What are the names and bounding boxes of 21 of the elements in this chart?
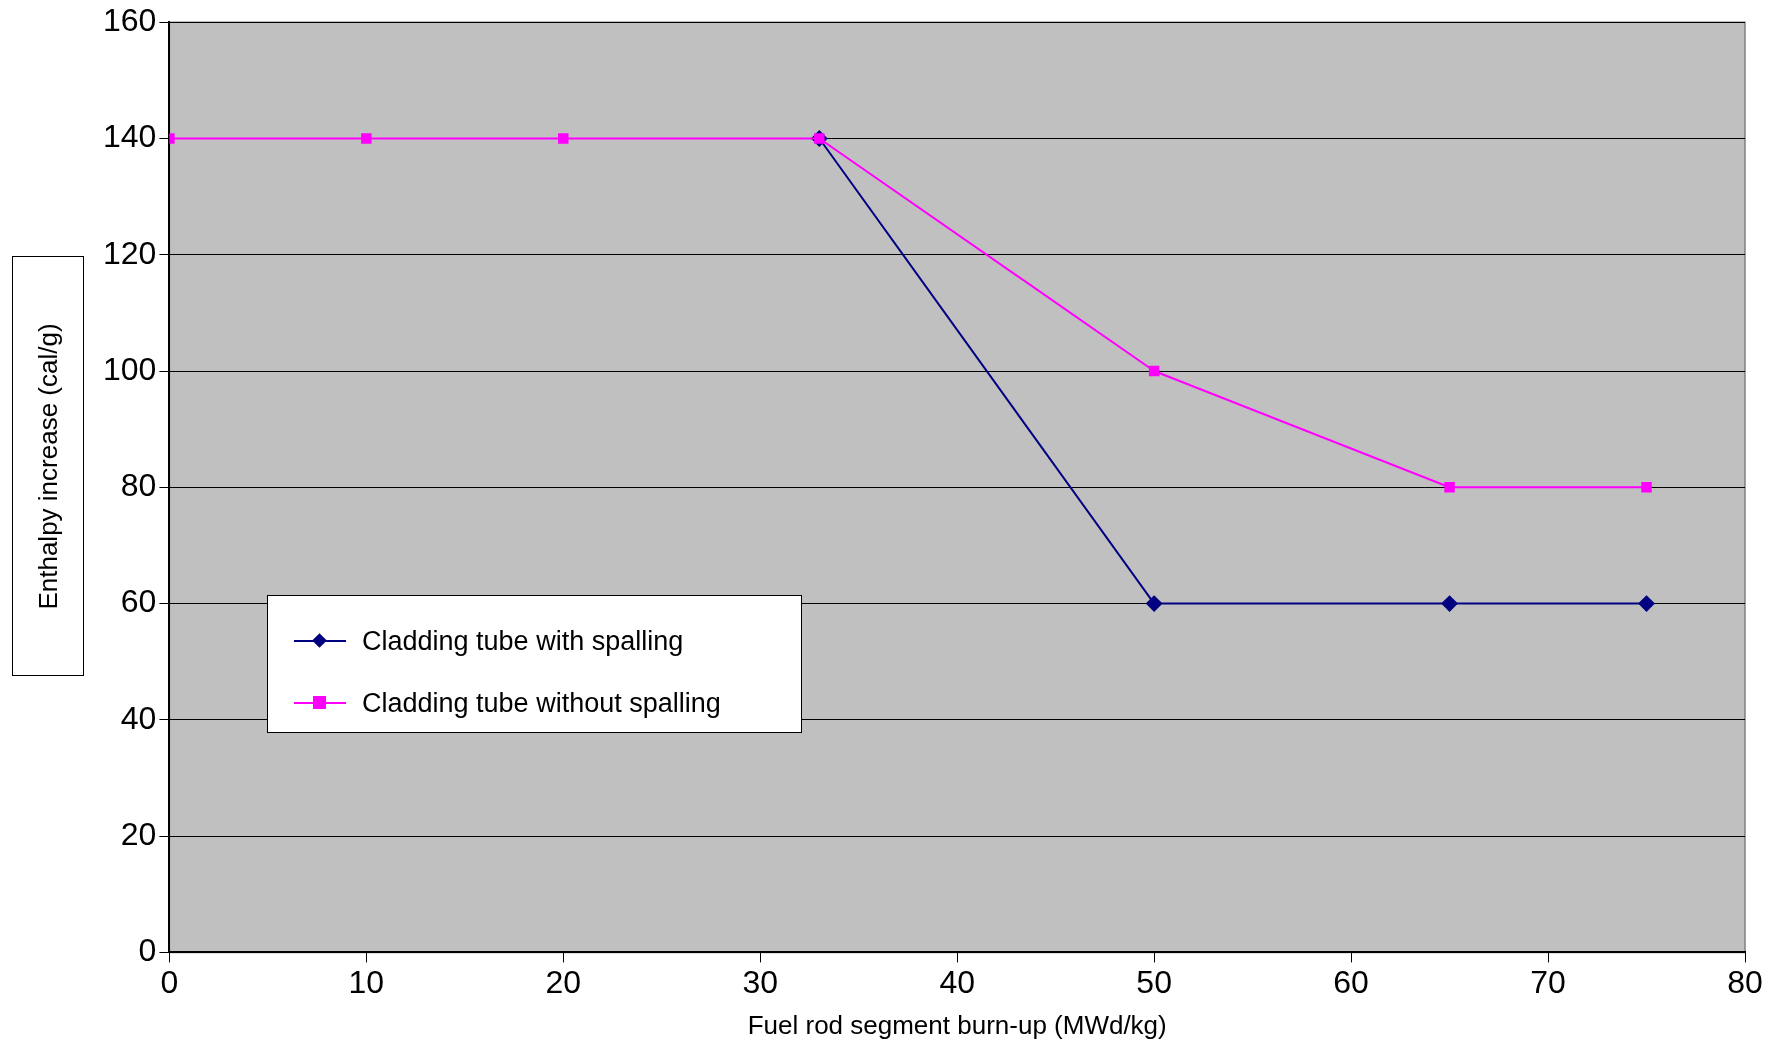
x-tick-label: 10	[348, 964, 385, 1001]
y-axis-title: Enthalpy increase (cal/g)	[32, 322, 64, 610]
y-tick-label: 0	[138, 932, 157, 969]
legend-label: Cladding tube with spalling	[362, 625, 684, 657]
x-tick-label: 30	[742, 964, 779, 1001]
y-tick-label: 80	[120, 467, 157, 504]
x-tick-label: 80	[1727, 964, 1763, 1001]
y-tick-label: 40	[120, 699, 157, 736]
legend-label: Cladding tube without spalling	[362, 687, 721, 719]
x-tick-label: 20	[545, 964, 582, 1001]
y-tick-label: 120	[103, 234, 157, 271]
x-tick-label: 40	[939, 964, 975, 1001]
x-tick-label: 50	[1136, 964, 1172, 1001]
y-tick-label: 60	[120, 583, 157, 620]
y-tick-label: 20	[120, 815, 157, 852]
y-tick-label: 100	[103, 350, 157, 387]
x-tick-label: 70	[1530, 964, 1566, 1001]
y-tick-label: 140	[103, 118, 157, 155]
x-axis-title: Fuel rod segment burn-up (MWd/kg)	[747, 1009, 1167, 1040]
x-tick-label: 60	[1333, 964, 1369, 1001]
y-tick-label: 160	[103, 2, 157, 39]
